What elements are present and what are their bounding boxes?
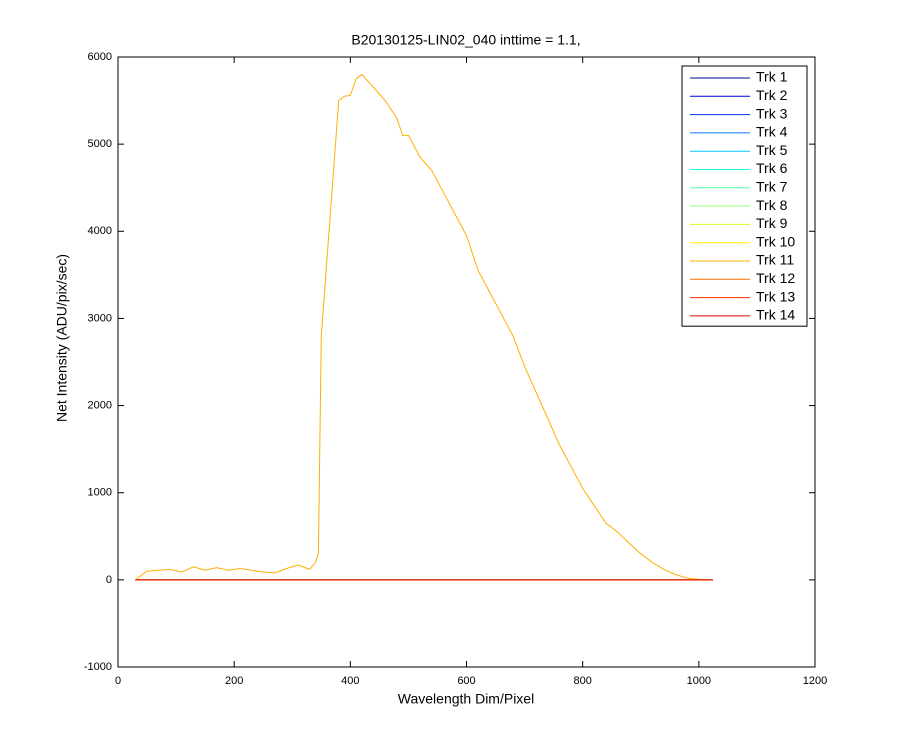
legend-label: Trk 7 — [756, 179, 788, 195]
legend-label: Trk 1 — [756, 69, 788, 85]
y-tick-label: 1000 — [88, 487, 112, 499]
y-tick-label: 0 — [106, 574, 112, 586]
y-tick-label: -1000 — [84, 661, 112, 673]
legend-label: Trk 9 — [756, 215, 788, 231]
x-tick-label: 400 — [341, 675, 359, 687]
legend-box — [681, 65, 808, 327]
y-tick-label: 2000 — [88, 399, 112, 411]
x-tick-label: 600 — [457, 675, 475, 687]
plot-frame — [117, 56, 816, 668]
series-line — [135, 73, 713, 581]
legend-label: Trk 3 — [756, 105, 788, 121]
x-tick-label: 800 — [573, 675, 591, 687]
legend-label: Trk 5 — [756, 142, 788, 158]
x-axis-label: Wavelength Dim/Pixel — [398, 691, 534, 707]
chart-title: B20130125-LIN02_040 inttime = 1.1, — [351, 32, 580, 48]
legend-label: Trk 14 — [756, 307, 795, 323]
y-tick-label: 4000 — [88, 225, 112, 237]
legend-label: Trk 6 — [756, 160, 788, 176]
y-tick-label: 6000 — [88, 51, 112, 63]
legend-label: Trk 12 — [756, 270, 795, 286]
y-tick-label: 3000 — [88, 312, 112, 324]
x-tick-label: 200 — [225, 675, 243, 687]
y-tick-label: 5000 — [88, 138, 112, 150]
legend-label: Trk 13 — [756, 288, 795, 304]
y-axis-label: Net Intensity (ADU/pix/sec) — [54, 254, 70, 422]
legend-label: Trk 4 — [756, 124, 788, 140]
legend-label: Trk 2 — [756, 87, 788, 103]
legend-label: Trk 11 — [756, 252, 794, 268]
x-tick-label: 1000 — [687, 675, 711, 687]
x-tick-label: 0 — [115, 675, 121, 687]
legend-label: Trk 10 — [756, 233, 795, 249]
legend-label: Trk 8 — [756, 197, 788, 213]
x-tick-label: 1200 — [803, 675, 827, 687]
